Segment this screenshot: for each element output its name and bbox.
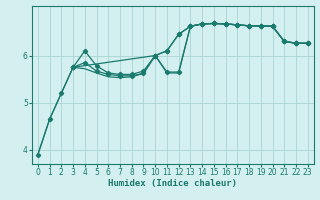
X-axis label: Humidex (Indice chaleur): Humidex (Indice chaleur) bbox=[108, 179, 237, 188]
